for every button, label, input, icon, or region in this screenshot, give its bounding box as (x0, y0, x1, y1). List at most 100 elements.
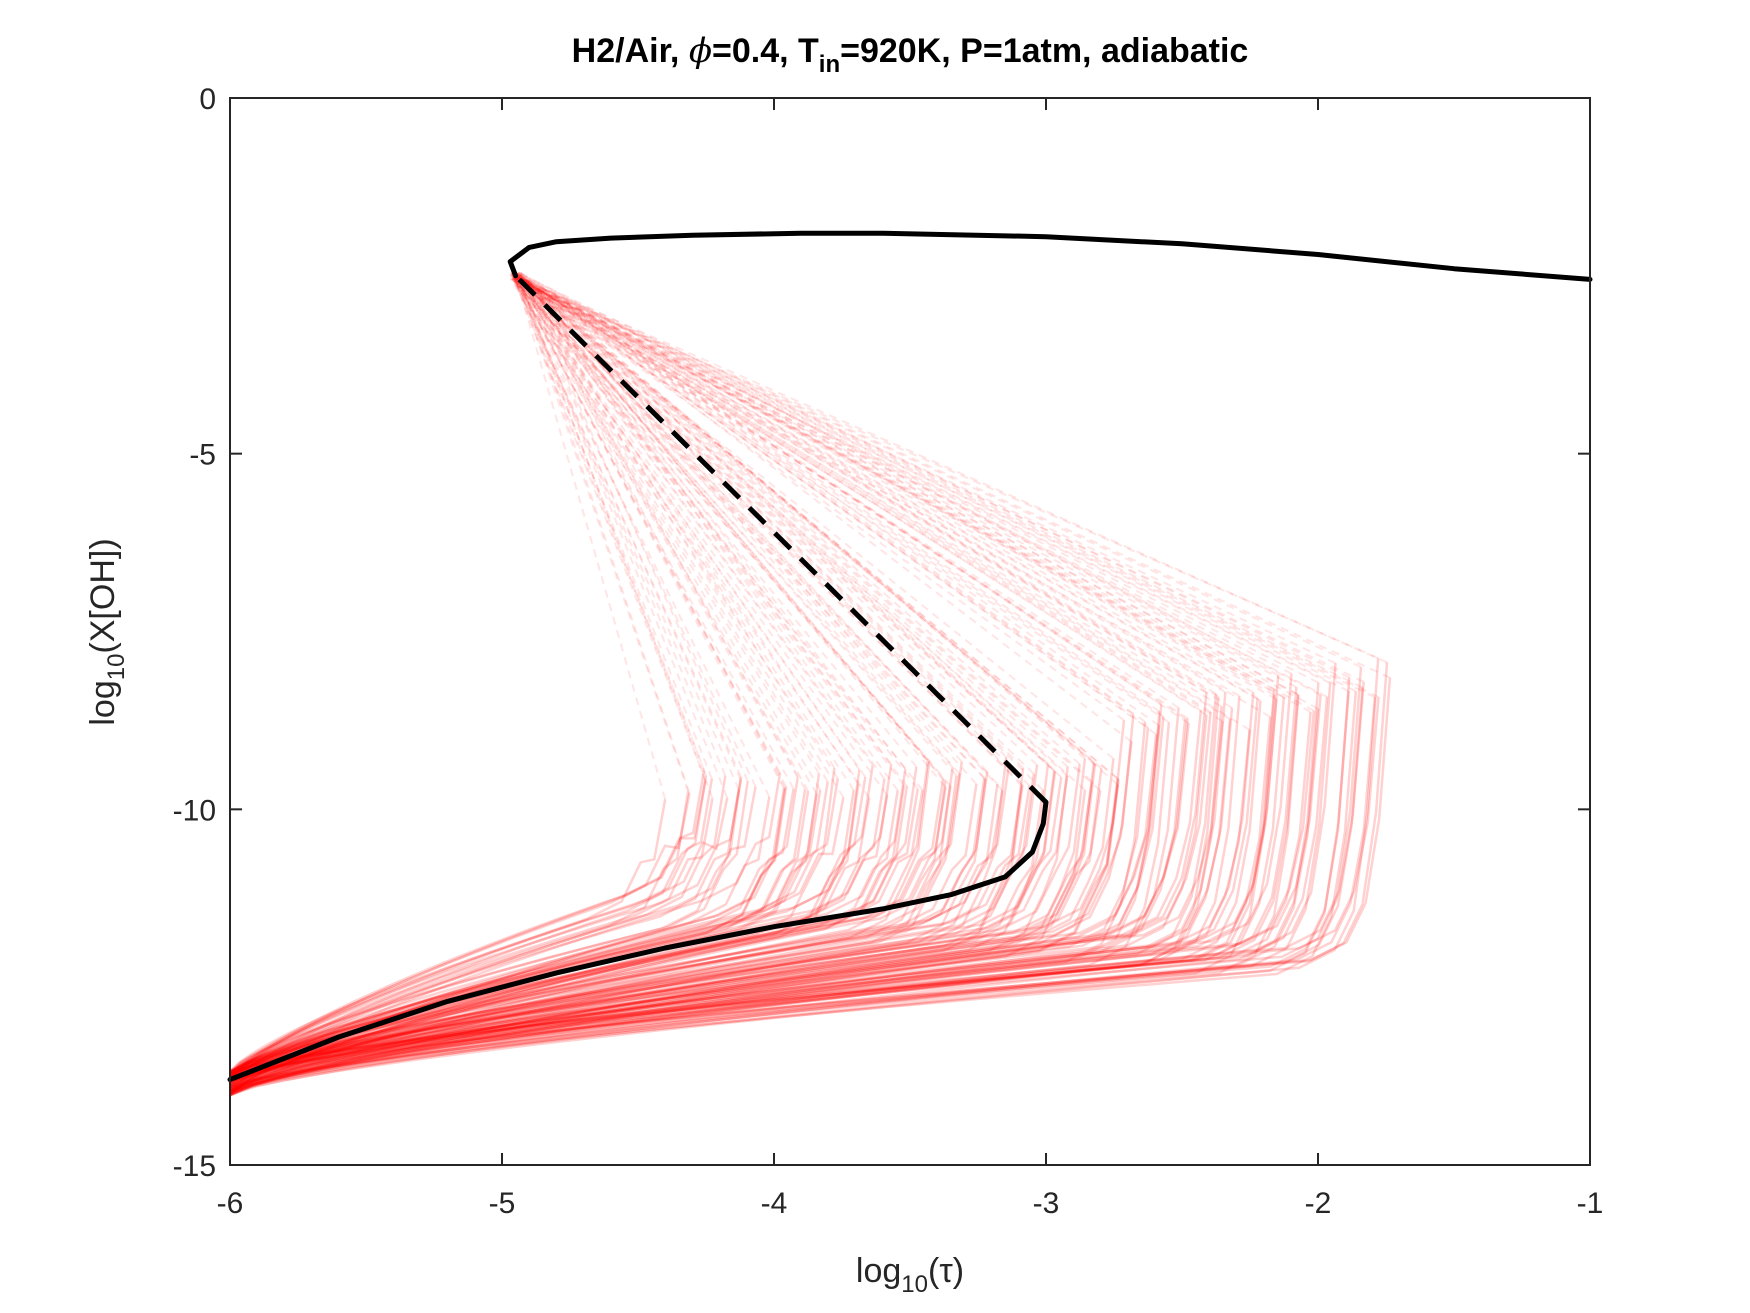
x-tick-label: -1 (1577, 1187, 1604, 1220)
sample-trajectory-line (229, 785, 909, 1075)
nominal-jump-dashed-line (513, 274, 1048, 804)
sample-trajectory-line (229, 694, 1300, 1088)
sample-trajectory-jump (512, 273, 1208, 716)
sample-trajectory-line (229, 778, 840, 1077)
sample-trajectory-jump (512, 278, 771, 798)
sample-trajectory-jump (510, 276, 924, 791)
sample-trajectory-jump (516, 273, 1271, 718)
sample-trajectory-jump (514, 277, 1376, 699)
sample-trajectory-line (229, 767, 836, 1095)
sample-trajectory-line (229, 775, 727, 1089)
sample-trajectory-line (229, 691, 1358, 1088)
sample-trajectory-line (229, 719, 1232, 1090)
nominal-trajectory (227, 230, 1593, 1083)
sample-trajectory-jump (511, 278, 1024, 786)
sample-trajectory-jump (514, 275, 1202, 712)
sample-trajectory-jump (517, 277, 1275, 696)
sample-trajectory-line (229, 766, 1069, 1092)
sample-trajectory-jump (515, 274, 1101, 792)
sample-trajectory-line (229, 789, 924, 1075)
sample-trajectory-line (229, 691, 1350, 1095)
sample-trajectory-line (229, 673, 1293, 1092)
sample-trajectory-jump (516, 275, 729, 799)
sample-trajectory-line (229, 779, 742, 1072)
sample-trajectory-jump (517, 271, 1133, 743)
sample-trajectory-jump (517, 276, 1388, 664)
sample-trajectory-jump (518, 273, 1068, 777)
sample-trajectory-jump (519, 271, 899, 791)
nominal-branch-line (227, 799, 1049, 1083)
sample-trajectory-line (229, 708, 1320, 1092)
sample-trajectory-line (229, 711, 1161, 1076)
sample-trajectory-line (229, 776, 743, 1075)
sample-trajectory-jump (510, 272, 1380, 698)
sample-trajectory-jump (517, 271, 892, 765)
sample-trajectories (229, 271, 1392, 1097)
sample-trajectory-line (229, 781, 829, 1078)
sample-trajectory-line (229, 725, 1161, 1081)
sample-trajectory-jump (516, 271, 1350, 679)
sample-trajectory-line (229, 790, 1102, 1074)
sample-trajectory-jump (509, 274, 836, 769)
sample-trajectory-line (229, 687, 1364, 1081)
title-subscript: in (819, 51, 840, 78)
sample-trajectory-jump (510, 277, 1240, 697)
sample-trajectory-line (229, 775, 708, 1087)
sample-trajectory-jump (518, 271, 1279, 677)
sample-trajectory-line (229, 734, 1158, 1093)
sample-trajectory-jump (520, 272, 1322, 696)
sample-trajectory-line (229, 718, 1189, 1093)
sample-trajectory-line (229, 797, 729, 1081)
sample-trajectory-line (229, 694, 1276, 1083)
sample-trajectory-jump (510, 274, 1336, 665)
sample-trajectory-jump (518, 278, 1297, 688)
sample-trajectory-jump (513, 278, 867, 778)
sample-trajectory-jump (515, 274, 1044, 791)
sample-trajectory-line (229, 706, 1223, 1094)
sample-trajectory-jump (514, 277, 822, 791)
sample-trajectory-jump (515, 275, 1103, 769)
sample-trajectory-line (229, 793, 691, 1081)
sample-trajectory-line (229, 761, 930, 1097)
sample-trajectory-jump (513, 275, 1259, 700)
sample-trajectory-line (229, 710, 1316, 1082)
sample-trajectory-line (229, 799, 667, 1079)
sample-trajectory-line (229, 781, 1094, 1073)
sample-trajectory-line (229, 776, 867, 1087)
sample-trajectory-line (229, 692, 1208, 1097)
sample-trajectory-jump (511, 274, 740, 791)
sample-trajectory-jump (510, 275, 1350, 693)
sample-trajectory-jump (516, 273, 886, 780)
sample-trajectory-line (229, 722, 1171, 1094)
sample-trajectory-jump (518, 276, 809, 792)
sample-trajectory-line (229, 789, 741, 1079)
sample-trajectory-line (229, 777, 799, 1088)
sample-trajectory-line (229, 662, 1389, 1080)
sample-trajectory-line (229, 770, 1056, 1094)
sample-trajectory-line (229, 683, 1332, 1094)
sample-trajectory-jump (509, 272, 1095, 764)
sample-trajectory-line (229, 785, 906, 1093)
nominal-branch-line (507, 230, 1593, 282)
sample-trajectory-line (229, 783, 860, 1090)
sample-trajectory-line (229, 693, 1218, 1077)
sample-trajectory-line (229, 770, 706, 1080)
sample-trajectory-jump (516, 273, 1146, 723)
sample-trajectory-jump (517, 272, 1160, 727)
sample-trajectory-jump (512, 277, 714, 799)
sample-trajectory-jump (515, 277, 905, 786)
sample-trajectory-jump (515, 277, 1261, 702)
sample-trajectory-jump (512, 277, 954, 769)
y-tick-label: -15 (173, 1150, 216, 1183)
sample-trajectory-jump (519, 278, 952, 787)
sample-trajectory-jump (515, 275, 1035, 775)
sample-trajectory-line (229, 779, 987, 1096)
x-tick-label: -6 (217, 1187, 244, 1220)
sample-trajectory-line (229, 681, 1365, 1076)
x-tick-label: -3 (1033, 1187, 1060, 1220)
sample-trajectory-line (229, 710, 1203, 1093)
title-phi-symbol: ϕ (689, 31, 712, 71)
sample-trajectory-jump (510, 273, 1362, 669)
sample-trajectory-line (229, 779, 1120, 1094)
sample-trajectory-jump (512, 276, 1115, 760)
